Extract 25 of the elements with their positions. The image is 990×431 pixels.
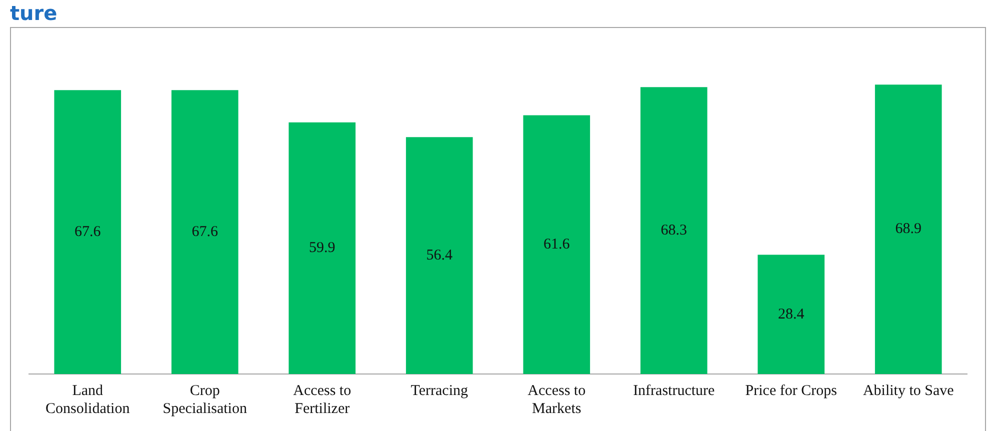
data-label: 59.9 — [309, 240, 336, 256]
data-label: 28.4 — [778, 306, 805, 322]
data-label: 61.6 — [544, 236, 570, 253]
bar — [640, 87, 708, 374]
x-tick-label: Terracing — [410, 382, 468, 399]
x-tick-label: Access to Fertilizer — [293, 382, 352, 417]
data-label: 68.9 — [895, 221, 922, 238]
bar — [874, 84, 942, 374]
bar — [758, 254, 825, 374]
data-label: 56.4 — [426, 247, 453, 264]
data-label: 67.6 — [192, 224, 218, 240]
x-tick-label: Land Consolidation — [46, 382, 130, 417]
chart-title: ture — [10, 0, 58, 26]
data-label: 67.6 — [74, 224, 102, 240]
bar — [406, 137, 473, 374]
x-tick-label: Infrastructure — [633, 382, 716, 399]
x-tick-label: Ability to Save — [862, 382, 954, 399]
x-tick-label: Crop Specialisation — [162, 382, 248, 417]
bar — [54, 90, 122, 374]
x-tick-label: Access to Markets — [528, 382, 586, 417]
x-tick-label: Price for Crops — [745, 382, 838, 399]
bar — [171, 90, 238, 374]
bar — [288, 122, 356, 374]
bar — [523, 115, 590, 374]
data-label: 68.3 — [660, 222, 687, 239]
